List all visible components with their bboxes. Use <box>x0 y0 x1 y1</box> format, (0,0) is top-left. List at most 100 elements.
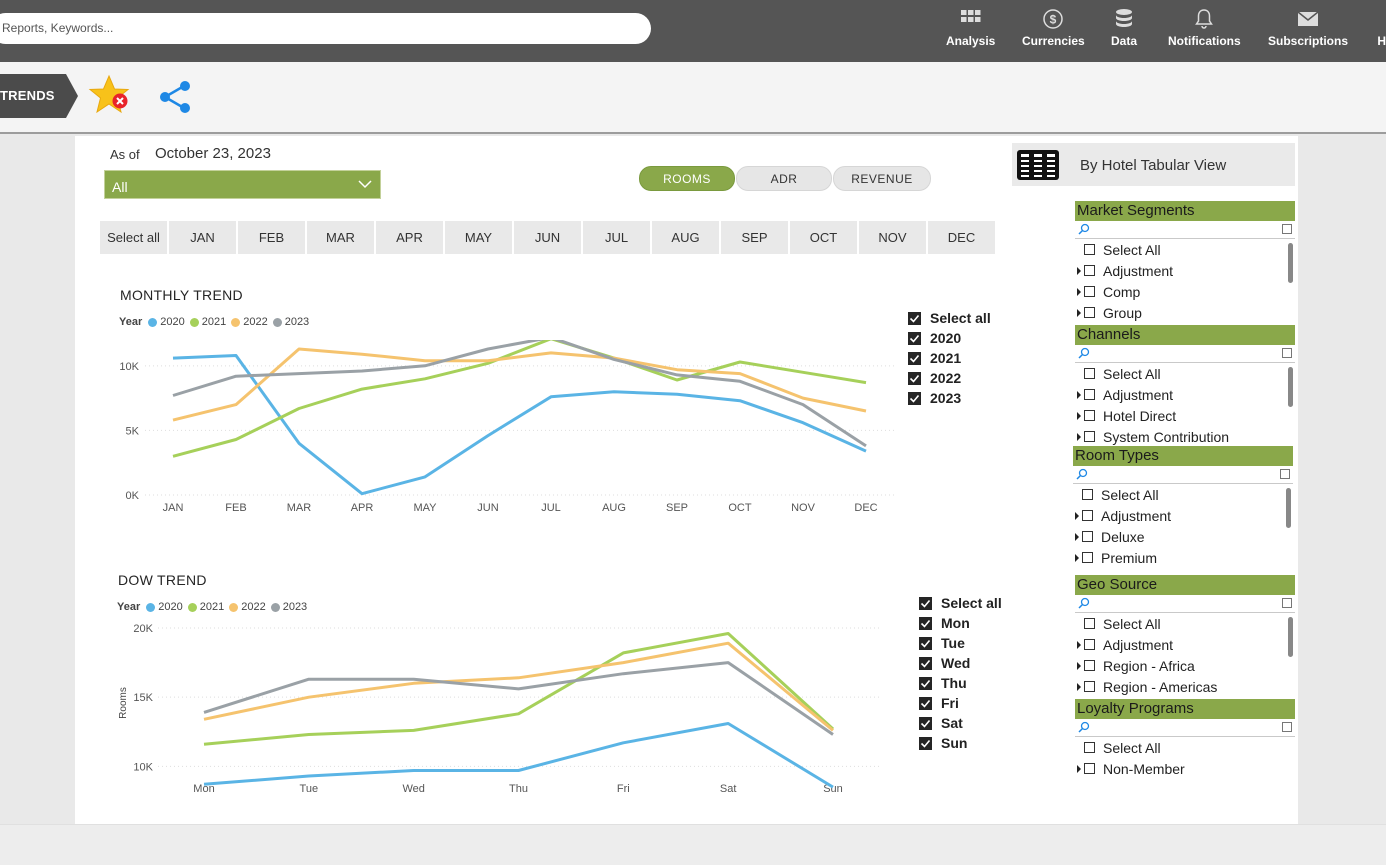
slicer-search[interactable] <box>1073 466 1293 484</box>
checkbox[interactable] <box>1084 410 1095 421</box>
month-aug[interactable]: AUG <box>652 221 719 254</box>
expand-arrow-icon[interactable] <box>1077 412 1081 420</box>
expand-arrow-icon[interactable] <box>1077 662 1081 670</box>
scrollbar[interactable] <box>1288 367 1293 407</box>
slicer-search[interactable] <box>1075 345 1295 363</box>
filter-checkbox[interactable]: Sat <box>919 713 1002 733</box>
month-feb[interactable]: FEB <box>238 221 305 254</box>
checkbox[interactable] <box>1084 265 1095 276</box>
slicer-item[interactable]: Non-Member <box>1075 758 1295 779</box>
checkbox[interactable] <box>1084 660 1095 671</box>
nav-notifications[interactable]: Notifications <box>1168 8 1241 48</box>
series-line-2021[interactable] <box>203 632 835 746</box>
filter-checkbox[interactable]: Select all <box>908 308 991 328</box>
slicer-search[interactable] <box>1075 221 1295 239</box>
search-input[interactable] <box>2 21 602 35</box>
expand-arrow-icon[interactable] <box>1077 433 1081 441</box>
slicer-item[interactable]: Select All <box>1075 363 1295 384</box>
slicer-item[interactable]: Select All <box>1075 239 1295 260</box>
slicer-item[interactable]: Adjustment <box>1075 634 1295 655</box>
series-line-2023[interactable] <box>172 340 867 448</box>
expand-arrow-icon[interactable] <box>1077 391 1081 399</box>
series-line-2021[interactable] <box>172 340 867 458</box>
filter-checkbox[interactable]: 2022 <box>908 368 991 388</box>
filter-checkbox[interactable]: 2020 <box>908 328 991 348</box>
slicer-search[interactable] <box>1075 719 1295 737</box>
series-line-2022[interactable] <box>172 347 867 422</box>
remove-favorite-icon[interactable] <box>88 74 132 118</box>
filter-checkbox[interactable]: 2023 <box>908 388 991 408</box>
slicer-item[interactable]: Adjustment <box>1073 505 1293 526</box>
toggle-revenue[interactable]: REVENUE <box>833 166 931 191</box>
slicer-item[interactable]: Adjustment <box>1075 260 1295 281</box>
share-icon[interactable] <box>158 80 192 114</box>
filter-checkbox[interactable]: Tue <box>919 633 1002 653</box>
expand-arrow-icon[interactable] <box>1075 554 1079 562</box>
filter-checkbox[interactable]: Wed <box>919 653 1002 673</box>
expand-arrow-icon[interactable] <box>1077 683 1081 691</box>
checkbox[interactable] <box>1082 552 1093 563</box>
slicer-item[interactable]: Premium <box>1073 547 1293 568</box>
checkbox[interactable] <box>1084 244 1095 255</box>
clear-selection-icon[interactable] <box>1282 598 1292 608</box>
scrollbar[interactable] <box>1288 243 1293 283</box>
checkbox[interactable] <box>1084 742 1095 753</box>
checkbox[interactable] <box>1082 531 1093 542</box>
filter-checkbox[interactable]: Select all <box>919 593 1002 613</box>
expand-arrow-icon[interactable] <box>1075 533 1079 541</box>
checkbox[interactable] <box>1084 431 1095 442</box>
month-sep[interactable]: SEP <box>721 221 788 254</box>
month-oct[interactable]: OCT <box>790 221 857 254</box>
slicer-item[interactable]: Select All <box>1075 737 1295 758</box>
slicer-item[interactable]: Select All <box>1075 613 1295 634</box>
checkbox[interactable] <box>1084 681 1095 692</box>
nav-help[interactable]: He <box>1374 8 1386 48</box>
month-jan[interactable]: JAN <box>169 221 236 254</box>
month-jun[interactable]: JUN <box>514 221 581 254</box>
filter-checkbox[interactable]: Thu <box>919 673 1002 693</box>
slicer-item[interactable]: Group <box>1075 302 1295 323</box>
month-may[interactable]: MAY <box>445 221 512 254</box>
nav-subscriptions[interactable]: Subscriptions <box>1268 8 1348 48</box>
expand-arrow-icon[interactable] <box>1077 309 1081 317</box>
month-mar[interactable]: MAR <box>307 221 374 254</box>
hotel-dropdown[interactable]: All <box>104 170 381 199</box>
toggle-adr[interactable]: ADR <box>736 166 832 191</box>
hotel-tabular-view-button[interactable]: By Hotel Tabular View <box>1012 143 1295 186</box>
expand-arrow-icon[interactable] <box>1075 512 1079 520</box>
filter-checkbox[interactable]: Mon <box>919 613 1002 633</box>
expand-arrow-icon[interactable] <box>1077 641 1081 649</box>
clear-selection-icon[interactable] <box>1280 469 1290 479</box>
checkbox[interactable] <box>1084 618 1095 629</box>
checkbox[interactable] <box>1084 763 1095 774</box>
search-box[interactable] <box>0 13 651 44</box>
series-line-2020[interactable] <box>172 354 867 496</box>
month-dec[interactable]: DEC <box>928 221 995 254</box>
checkbox[interactable] <box>1084 639 1095 650</box>
nav-data[interactable]: Data <box>1111 8 1137 48</box>
scrollbar[interactable] <box>1286 488 1291 528</box>
slicer-item[interactable]: Deluxe <box>1073 526 1293 547</box>
breadcrumb[interactable]: TRENDS <box>0 74 78 118</box>
checkbox[interactable] <box>1082 489 1093 500</box>
checkbox[interactable] <box>1084 389 1095 400</box>
clear-selection-icon[interactable] <box>1282 348 1292 358</box>
month-apr[interactable]: APR <box>376 221 443 254</box>
slicer-item[interactable]: Adjustment <box>1075 384 1295 405</box>
expand-arrow-icon[interactable] <box>1077 267 1081 275</box>
clear-selection-icon[interactable] <box>1282 224 1292 234</box>
nav-currencies[interactable]: $ Currencies <box>1022 8 1085 48</box>
expand-arrow-icon[interactable] <box>1077 288 1081 296</box>
series-line-2022[interactable] <box>203 641 834 732</box>
slicer-item[interactable]: Select All <box>1073 484 1293 505</box>
checkbox[interactable] <box>1084 286 1095 297</box>
clear-selection-icon[interactable] <box>1282 722 1292 732</box>
month-nov[interactable]: NOV <box>859 221 926 254</box>
toggle-rooms[interactable]: ROOMS <box>639 166 735 191</box>
slicer-item[interactable]: System Contribution <box>1075 426 1295 447</box>
expand-arrow-icon[interactable] <box>1077 765 1081 773</box>
month-jul[interactable]: JUL <box>583 221 650 254</box>
checkbox[interactable] <box>1084 368 1095 379</box>
slicer-item[interactable]: Hotel Direct <box>1075 405 1295 426</box>
checkbox[interactable] <box>1082 510 1093 521</box>
